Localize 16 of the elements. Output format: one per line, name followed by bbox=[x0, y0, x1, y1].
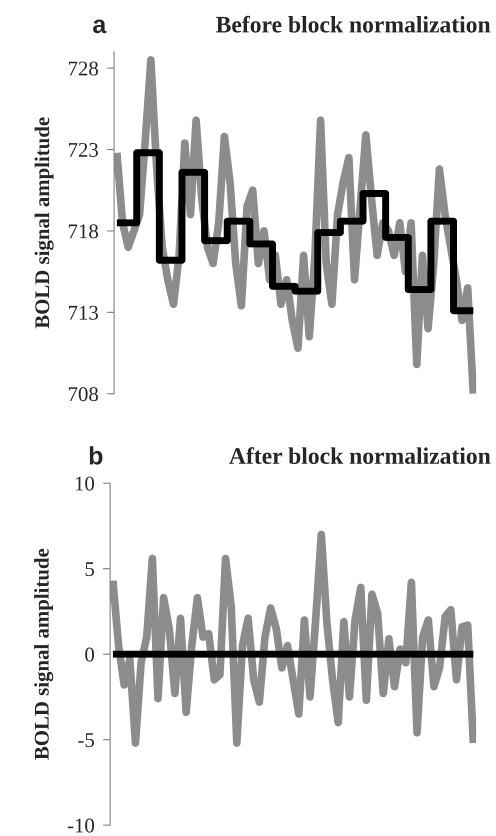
y-tick-label: 718 bbox=[68, 224, 98, 238]
y-tick-label: -5 bbox=[78, 733, 94, 748]
y-tick-label: 728 bbox=[68, 61, 98, 76]
text: a bbox=[93, 20, 106, 34]
text: b bbox=[90, 446, 102, 465]
y-axis-title: BOLD signal amplitude bbox=[34, 117, 54, 328]
y-tick-label: 713 bbox=[68, 306, 98, 320]
y-tick-label: 723 bbox=[68, 142, 98, 157]
y-tick-label: -10 bbox=[68, 818, 94, 833]
chart-title: After block normalization bbox=[229, 447, 490, 464]
y-tick-label: 5 bbox=[86, 562, 94, 576]
y-tick-label: 10 bbox=[76, 476, 94, 491]
y-tick-label: 708 bbox=[68, 387, 98, 402]
chart-title: Before block normalization bbox=[216, 16, 490, 33]
y-tick-label: 0 bbox=[85, 648, 94, 662]
y-axis-title: BOLD signal amplitude bbox=[34, 548, 54, 760]
